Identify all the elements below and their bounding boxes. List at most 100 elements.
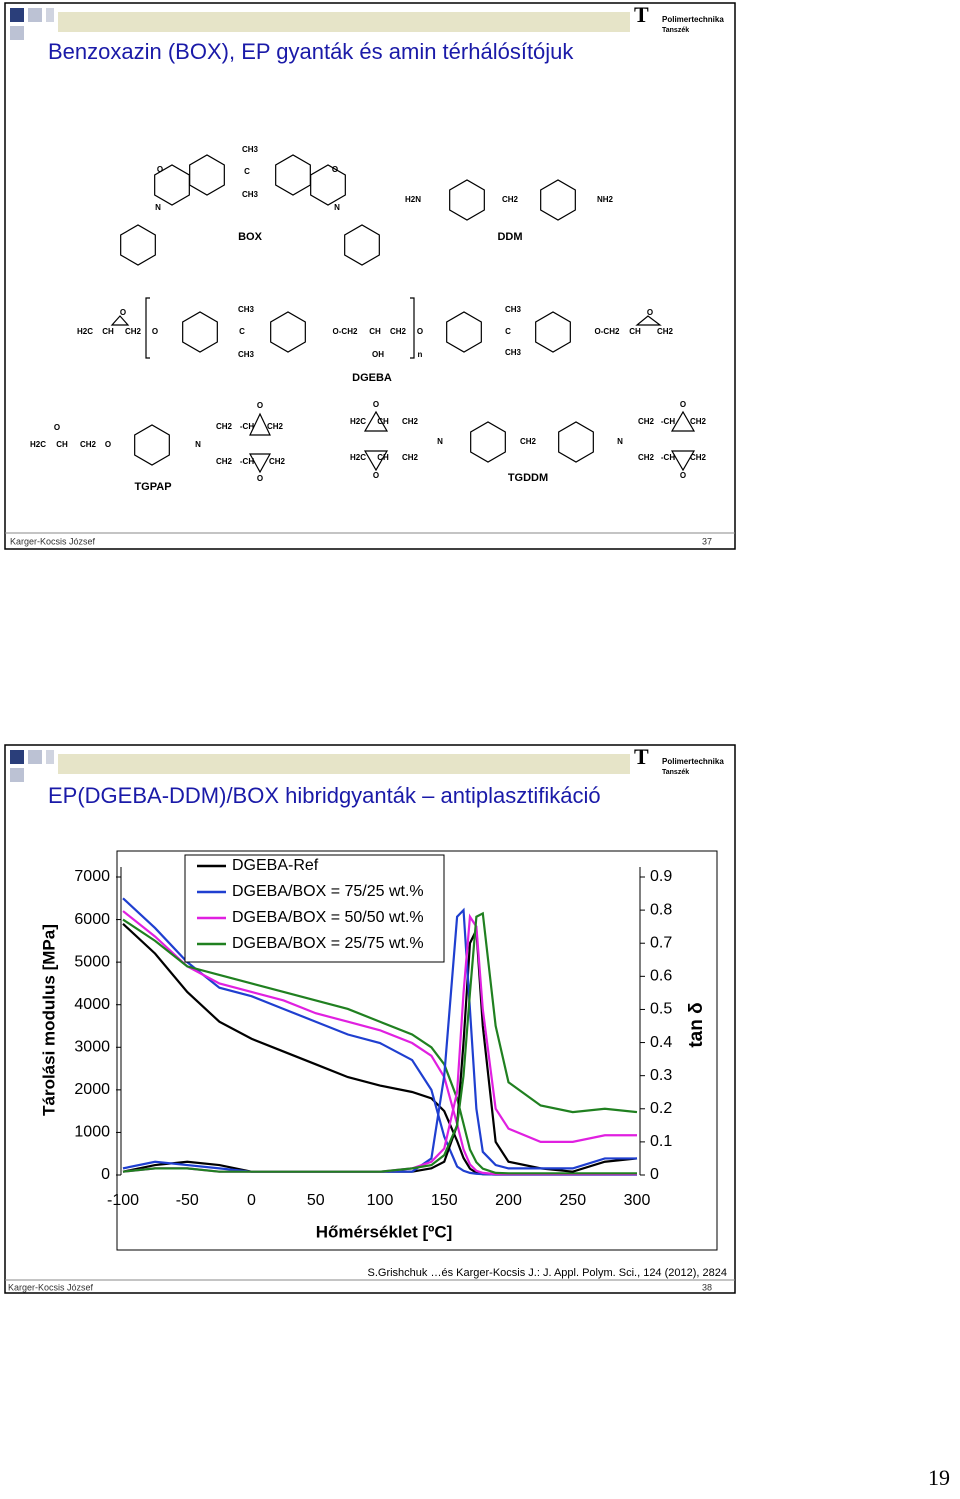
atom-label: CH2 [269, 457, 286, 466]
x-axis-label: Hőmérséklet [ºC] [316, 1222, 453, 1241]
atom-label: C [239, 327, 245, 336]
atom-label: O-CH2 [333, 327, 358, 336]
y-tick-label: 7000 [74, 868, 110, 885]
atom-label: O [54, 423, 60, 432]
y2-tick-label: 0.3 [650, 1067, 672, 1084]
ring [134, 424, 170, 466]
atom-label: -CH [661, 417, 675, 426]
atom-label: n [418, 350, 423, 359]
y-axis-label: Tárolási modulus [MPa] [39, 924, 58, 1116]
atom-label: C [505, 327, 511, 336]
atom-label: O [105, 440, 111, 449]
x-tick-label: 0 [247, 1192, 256, 1209]
y2-tick-label: 0.7 [650, 934, 672, 951]
ring [270, 311, 306, 353]
y2-tick-label: 0.1 [650, 1133, 672, 1150]
atom-label: N [617, 437, 623, 446]
chart: 0100020003000400050006000700000.10.20.30… [74, 854, 672, 1209]
structure-name: DGEBA [352, 372, 392, 384]
atom-label: H2C [30, 440, 46, 449]
atom-label: CH3 [242, 145, 259, 154]
y2-tick-label: 0.4 [650, 1034, 672, 1051]
atom-label: O [120, 308, 126, 317]
epoxide [363, 410, 389, 432]
atom-label: -CH [661, 453, 675, 462]
atom-label: N [195, 440, 201, 449]
epoxide [249, 412, 271, 436]
atom-label: CH [102, 327, 114, 336]
atom-label: O [157, 165, 163, 174]
logo-square [28, 8, 42, 22]
bracket [145, 297, 150, 359]
slide-title: EP(DGEBA-DDM)/BOX hibridgyanták – antipl… [48, 783, 601, 808]
atom-label: CH3 [238, 305, 255, 314]
structure-name: TGPAP [134, 481, 171, 493]
atom-label: CH2 [690, 453, 707, 462]
ring [344, 224, 380, 266]
ring [275, 154, 311, 196]
y-tick-label: 4000 [74, 996, 110, 1013]
x-tick-label: 200 [495, 1192, 522, 1209]
y2-tick-label: 0.8 [650, 901, 672, 918]
bracket [410, 297, 415, 359]
footer-author: Karger-Kocsis József [8, 1282, 94, 1292]
atom-label: CH2 [520, 437, 537, 446]
atom-label: N [437, 437, 443, 446]
atom-label: CH3 [505, 305, 522, 314]
atom-label: O [680, 471, 686, 480]
atom-label: CH2 [80, 440, 97, 449]
atom-label: CH [629, 327, 641, 336]
atom-label: CH2 [390, 327, 407, 336]
atom-label: OH [372, 350, 384, 359]
logo-square [28, 750, 42, 764]
atom-label: O [332, 165, 338, 174]
ring [446, 311, 482, 353]
ring [535, 311, 571, 353]
epoxide [363, 450, 389, 472]
atom-label: CH [369, 327, 381, 336]
atom-label: CH2 [216, 457, 233, 466]
ring [154, 164, 190, 206]
atom-label: CH3 [238, 350, 255, 359]
y2-axis-label: tan δ [686, 1002, 707, 1047]
page-number: 19 [928, 1465, 950, 1490]
logo-square [10, 768, 24, 782]
ring [540, 179, 576, 221]
atom-label: O [647, 308, 653, 317]
slide: T Polimertechnika Tanszék Benzoxazin (BO… [4, 2, 736, 550]
y2-tick-label: 0.6 [650, 968, 672, 985]
x-tick-label: -100 [107, 1192, 139, 1209]
atom-label: O [257, 474, 263, 483]
footer-number: 37 [702, 536, 712, 546]
y-tick-label: 1000 [74, 1124, 110, 1141]
ring [558, 421, 594, 463]
atom-label: CH2 [402, 453, 419, 462]
logo-mark: T [634, 744, 649, 769]
atom-label: CH2 [690, 417, 707, 426]
logo-square [46, 750, 54, 764]
structures: CH3 C CH3 O O N N BOX H2N CH2 NH2 DDM O H2C CH CH2 O CH3 C… [30, 145, 707, 493]
atom-label: CH2 [402, 417, 419, 426]
ring [449, 179, 485, 221]
ring [120, 224, 156, 266]
atom-label: -CH [240, 422, 254, 431]
y-tick-label: 3000 [74, 1039, 110, 1056]
ring [470, 421, 506, 463]
logo-square [10, 750, 24, 764]
atom-label: O [257, 401, 263, 410]
atom-label: H2C [350, 453, 366, 462]
epoxide [670, 410, 696, 432]
atom-label: H2C [77, 327, 93, 336]
structure-name: BOX [238, 231, 263, 243]
atom-label: CH [377, 417, 389, 426]
legend-label: DGEBA/BOX = 50/50 wt.% [232, 909, 424, 926]
atom-label: O [680, 400, 686, 409]
legend-label: DGEBA-Ref [232, 857, 319, 874]
atom-label: CH2 [638, 417, 655, 426]
atom-label: CH3 [242, 190, 259, 199]
legend-label: DGEBA/BOX = 75/25 wt.% [232, 883, 424, 900]
x-tick-label: -50 [176, 1192, 199, 1209]
atom-label: N [155, 203, 161, 212]
logo-square [46, 8, 54, 22]
x-tick-label: 150 [431, 1192, 458, 1209]
